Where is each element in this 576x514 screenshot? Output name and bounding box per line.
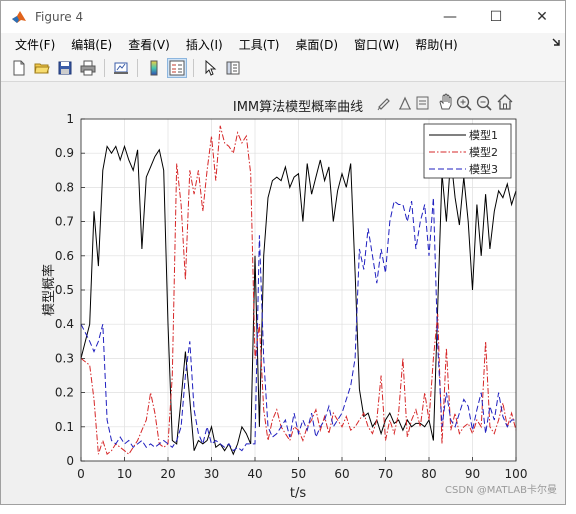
toolbar-separator xyxy=(137,59,138,77)
toolbar-dock-arrow-icon[interactable] xyxy=(551,37,561,47)
x-tick-label: 60 xyxy=(334,467,349,481)
series-line-3 xyxy=(80,197,516,452)
colorbar-icon[interactable] xyxy=(144,58,164,78)
background-window-strip-bottom xyxy=(0,505,576,514)
y-tick-label: 0.9 xyxy=(55,146,74,160)
home-icon[interactable] xyxy=(497,94,513,110)
menu-view[interactable]: 查看(V) xyxy=(128,37,170,52)
menu-help[interactable]: 帮助(H) xyxy=(415,37,458,52)
figure-canvas: IMM算法模型概率曲线 0 10 20 30 40 50 60 70 80 90 100 0 0.1 0… xyxy=(1,85,565,504)
series-lines xyxy=(80,125,517,456)
y-tick-label: 0.1 xyxy=(55,420,74,434)
pan-icon[interactable] xyxy=(439,93,452,110)
menu-bar: 文件(F) 编辑(E) 查看(V) 插入(I) 工具(T) 桌面(D) 窗口(W… xyxy=(1,33,565,55)
menu-desktop[interactable]: 桌面(D) xyxy=(295,37,339,52)
open-folder-icon[interactable] xyxy=(32,58,52,78)
new-figure-icon[interactable] xyxy=(9,58,29,78)
x-tick-label: 20 xyxy=(160,467,175,481)
print-icon[interactable] xyxy=(78,58,98,78)
maximize-button[interactable]: ☐ xyxy=(489,9,503,25)
y-tick-label: 0.8 xyxy=(55,180,74,194)
window-title: Figure 4 xyxy=(35,10,84,24)
menu-window[interactable]: 窗口(W) xyxy=(354,37,400,52)
close-button[interactable]: ✕ xyxy=(536,9,548,25)
y-tick-label: 0.5 xyxy=(55,283,74,297)
x-tick-label: 10 xyxy=(117,467,132,481)
y-tick-label: 0 xyxy=(66,454,74,468)
y-tick-label: 0.6 xyxy=(55,249,74,263)
menu-file[interactable]: 文件(F) xyxy=(15,37,56,52)
legend-label-3: 模型3 xyxy=(469,162,498,176)
legend-label-2: 模型2 xyxy=(469,145,498,159)
x-tick-label: 100 xyxy=(505,467,528,481)
x-axis-label: t/s xyxy=(290,486,306,501)
data-tips-icon[interactable] xyxy=(399,96,411,110)
restore-view-icon[interactable] xyxy=(416,96,429,110)
y-tick-label: 0.4 xyxy=(55,317,74,331)
menu-edit[interactable]: 编辑(E) xyxy=(71,37,113,52)
y-tick-label: 0.7 xyxy=(55,215,74,229)
legend[interactable]: 模型1 模型2 模型3 xyxy=(423,123,512,179)
toolbar-separator xyxy=(104,59,105,77)
save-icon[interactable] xyxy=(55,58,75,78)
toolbar-separator xyxy=(193,59,194,77)
watermark-text: CSDN @MATLAB卡尔曼 xyxy=(445,485,557,496)
legend-icon[interactable] xyxy=(167,58,187,78)
axes-box xyxy=(80,118,517,462)
legend-label-1: 模型1 xyxy=(469,128,498,142)
series-line-2 xyxy=(80,125,517,456)
x-tick-label: 30 xyxy=(204,467,219,481)
figure-toolbar xyxy=(1,55,565,82)
x-tick-labels: 0 10 20 30 40 50 60 70 80 90 100 xyxy=(77,467,527,481)
link-plot-icon[interactable] xyxy=(111,58,131,78)
pointer-icon[interactable] xyxy=(200,58,220,78)
series-line-1 xyxy=(80,144,517,456)
y-tick-label: 0.3 xyxy=(55,351,74,365)
axes-toolbar xyxy=(377,93,513,111)
x-tick-label: 80 xyxy=(421,467,436,481)
zoom-in-icon[interactable] xyxy=(456,95,472,111)
zoom-out-icon[interactable] xyxy=(476,95,492,111)
chart-title: IMM算法模型概率曲线 xyxy=(233,99,363,115)
y-tick-label: 1 xyxy=(66,112,74,126)
y-axis-label: 模型概率 xyxy=(41,264,57,316)
y-tick-label: 0.2 xyxy=(55,386,74,400)
y-tick-labels: 0 0.1 0.2 0.3 0.4 0.5 0.6 0.7 0.8 0.9 1 xyxy=(55,112,74,468)
property-inspector-icon[interactable] xyxy=(223,58,243,78)
x-tick-label: 0 xyxy=(77,467,85,481)
background-window-strip xyxy=(566,0,576,514)
menu-tools[interactable]: 工具(T) xyxy=(238,37,280,52)
menu-insert[interactable]: 插入(I) xyxy=(185,37,223,52)
x-tick-label: 50 xyxy=(291,467,306,481)
x-tick-label: 40 xyxy=(247,467,262,481)
x-tick-label: 70 xyxy=(378,467,393,481)
minimize-button[interactable]: — xyxy=(443,9,457,25)
matlab-logo-icon xyxy=(12,11,26,23)
plot-svg: IMM算法模型概率曲线 0 10 20 30 40 50 60 70 80 90 100 00.10… xyxy=(41,93,527,501)
title-bar[interactable]: Figure 4 — ☐ ✕ xyxy=(1,1,565,33)
figure-window: Figure 4 — ☐ ✕ 文件(F) 编辑(E) 查看(V) 插入(I) 工… xyxy=(0,0,566,505)
x-tick-label: 90 xyxy=(465,467,480,481)
brush-icon[interactable] xyxy=(377,98,390,111)
